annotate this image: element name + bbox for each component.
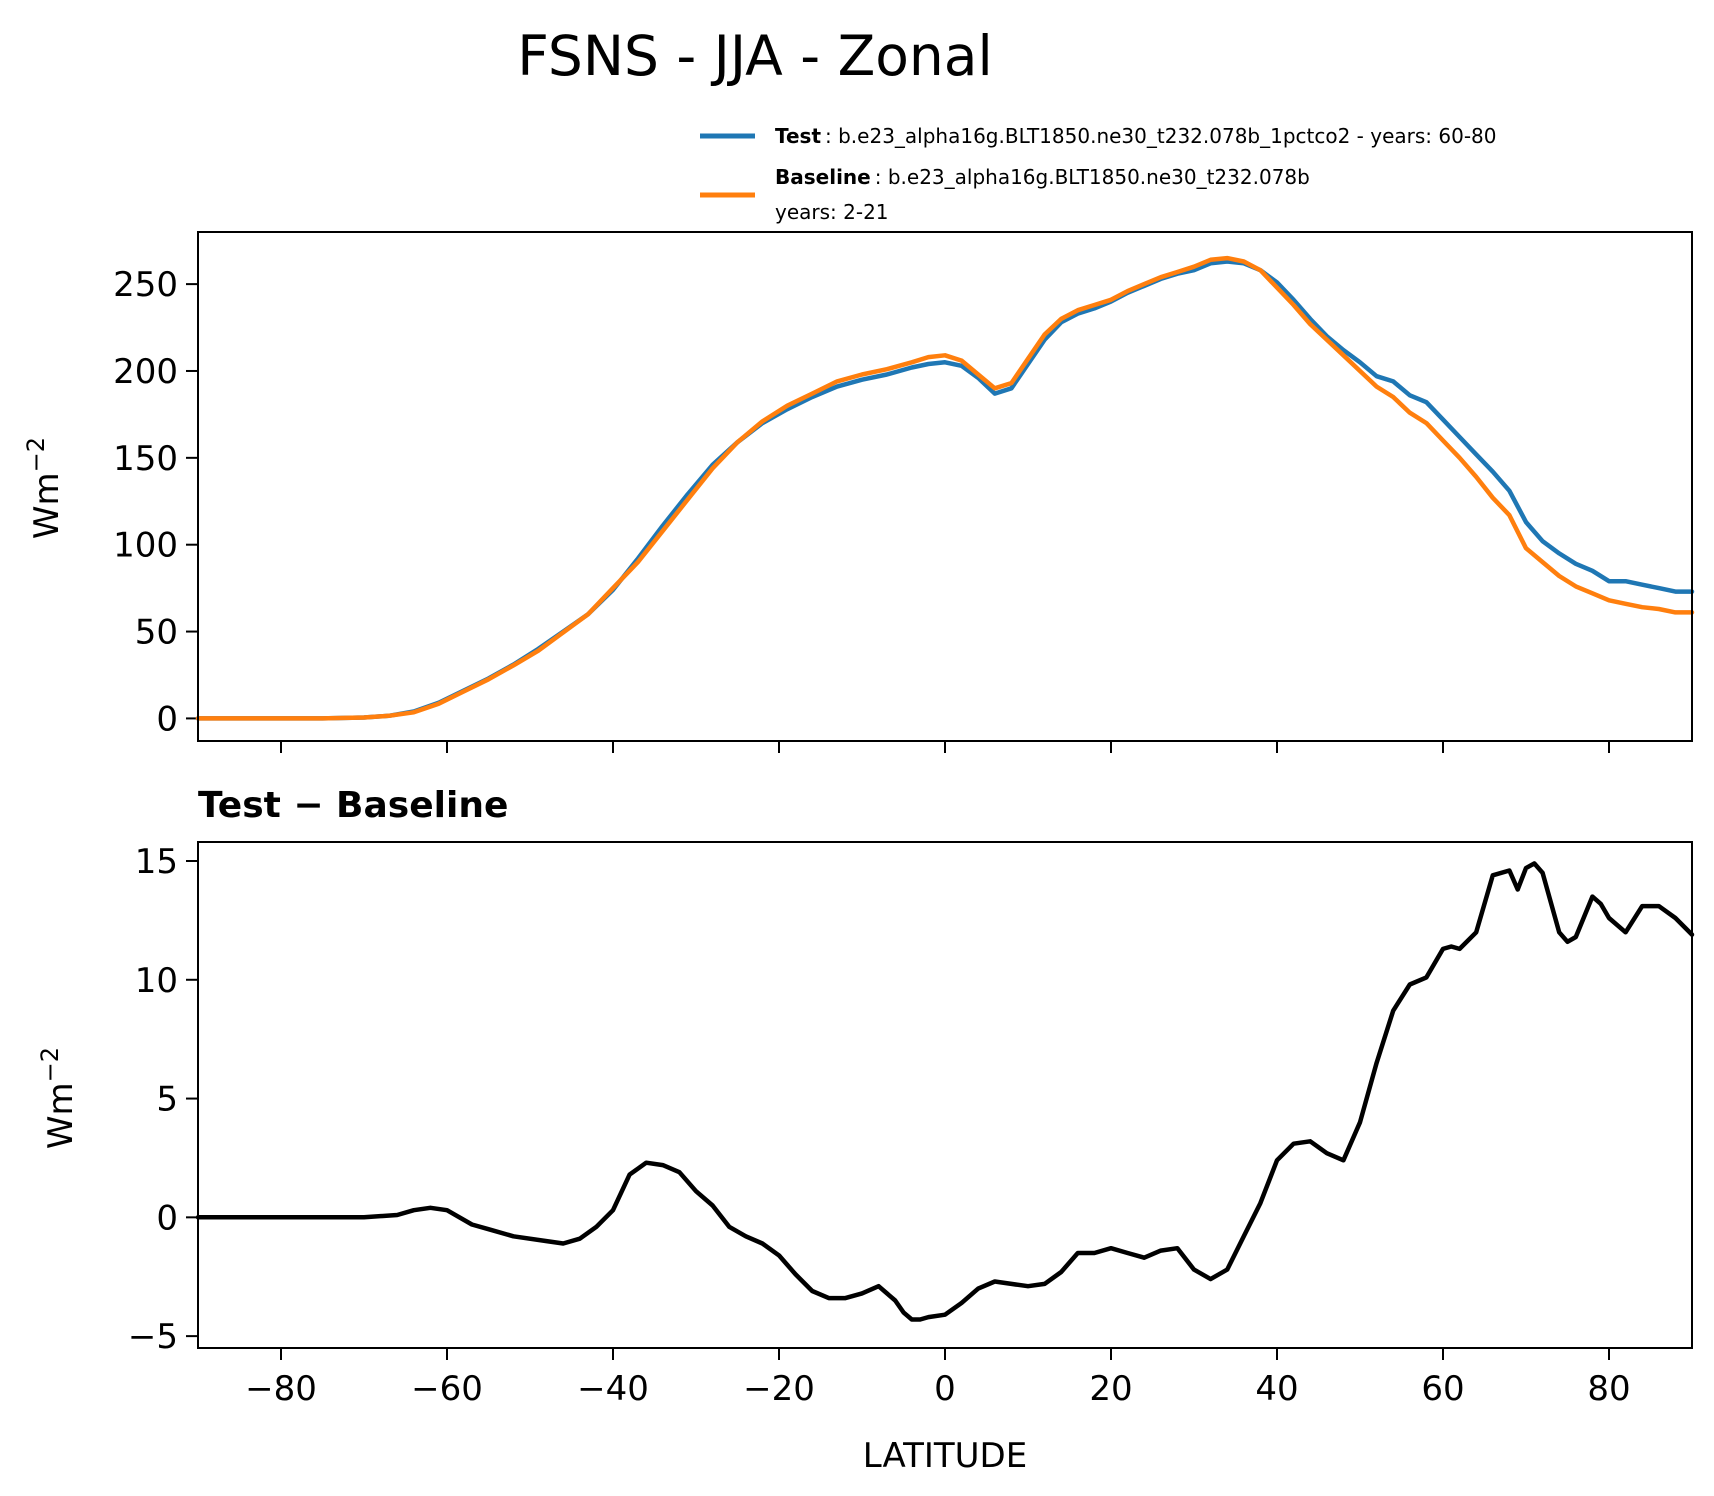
difference-panel: Test − Baseline −5 0 5 10 15 −80 −60 −40 −20 0 20… bbox=[36, 785, 1695, 1476]
y-tick-label: 0 bbox=[156, 1198, 178, 1238]
series-line-baseline bbox=[195, 255, 1695, 721]
y-tick-label: 0 bbox=[156, 699, 178, 739]
bottom-series-lines bbox=[195, 861, 1695, 1322]
bottom-plot-frame bbox=[197, 841, 1693, 1349]
legend-test-text: : b.e23_alpha16g.BLT1850.ne30_t232.078b_… bbox=[825, 124, 1497, 148]
bottom-x-ticks: −80 −60 −40 −20 0 20 40 60 80 bbox=[245, 1348, 1631, 1409]
y-tick-label: 50 bbox=[135, 613, 178, 653]
top-y-label-exponent: −2 bbox=[22, 437, 50, 472]
legend-baseline-years: years: 2-21 bbox=[775, 200, 889, 224]
x-tick-label: 0 bbox=[934, 1369, 956, 1409]
x-tick-label: 80 bbox=[1587, 1369, 1630, 1409]
x-tick-label: −40 bbox=[577, 1369, 649, 1409]
bottom-y-label-exponent: −2 bbox=[36, 1047, 64, 1082]
top-plot-frame bbox=[197, 231, 1693, 742]
y-tick-label: 200 bbox=[113, 352, 178, 392]
figure-title: FSNS - JJA - Zonal bbox=[517, 24, 993, 88]
difference-panel-title: Test − Baseline bbox=[198, 785, 508, 826]
legend-test-label: Test: b.e23_alpha16g.BLT1850.ne30_t232.0… bbox=[775, 124, 1497, 148]
y-tick-label: 250 bbox=[113, 265, 178, 305]
top-y-axis-label: Wm−2 bbox=[22, 437, 67, 539]
y-tick-label: 15 bbox=[135, 842, 178, 882]
x-tick-label: 60 bbox=[1421, 1369, 1464, 1409]
bottom-y-label-base: Wm bbox=[41, 1082, 81, 1149]
top-y-ticks: 0 50 100 150 200 250 bbox=[113, 265, 198, 739]
x-tick-label: −80 bbox=[245, 1369, 317, 1409]
x-tick-label: −60 bbox=[411, 1369, 483, 1409]
y-tick-label: −5 bbox=[128, 1317, 178, 1357]
y-tick-label: 150 bbox=[113, 439, 178, 479]
y-tick-label: 5 bbox=[156, 1080, 178, 1120]
top-y-label-base: Wm bbox=[27, 472, 67, 539]
legend: Test: b.e23_alpha16g.BLT1850.ne30_t232.0… bbox=[700, 124, 1497, 224]
legend-baseline-label: Baseline: b.e23_alpha16g.BLT1850.ne30_t2… bbox=[775, 165, 1310, 189]
y-tick-label: 10 bbox=[135, 961, 178, 1001]
series-line-test-baseline bbox=[195, 861, 1695, 1322]
top-series-lines bbox=[195, 255, 1695, 721]
y-tick-label: 100 bbox=[113, 526, 178, 566]
x-tick-label: −20 bbox=[743, 1369, 815, 1409]
legend-test-name: Test bbox=[775, 124, 821, 148]
x-axis-label: LATITUDE bbox=[863, 1436, 1027, 1476]
legend-baseline-name: Baseline bbox=[775, 165, 871, 189]
series-line-test bbox=[195, 259, 1695, 721]
x-tick-label: 20 bbox=[1089, 1369, 1132, 1409]
top-x-ticks bbox=[280, 741, 1610, 753]
legend-baseline-text: : b.e23_alpha16g.BLT1850.ne30_t232.078b bbox=[875, 165, 1310, 189]
zonal-mean-panel: 0 50 100 150 200 250 Wm−2 bbox=[22, 231, 1695, 753]
bottom-y-ticks: −5 0 5 10 15 bbox=[128, 842, 198, 1357]
bottom-y-axis-label: Wm−2 bbox=[36, 1047, 81, 1149]
x-tick-label: 40 bbox=[1255, 1369, 1298, 1409]
